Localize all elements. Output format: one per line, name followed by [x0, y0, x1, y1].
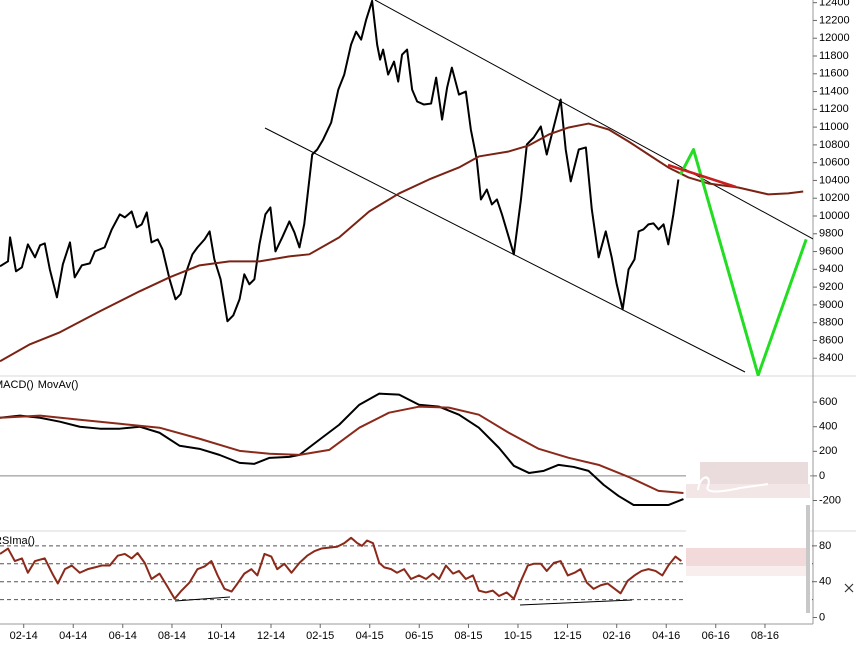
- panels: [0, 0, 813, 601]
- x-tick-label: 10-15: [504, 630, 532, 642]
- blur-patch: [686, 566, 810, 576]
- trend-channel: [264, 0, 813, 373]
- panel: [0, 536, 813, 601]
- x-tick-label: 02-14: [10, 630, 38, 642]
- y-tick-label: 9200: [819, 281, 843, 293]
- y-tick-label: 11000: [819, 121, 849, 133]
- legend-entry: RSIma(): [0, 535, 35, 547]
- divergence-line: [174, 596, 231, 602]
- y-tick-label: 11400: [819, 85, 849, 97]
- series-line: [0, 122, 804, 363]
- panel: [0, 392, 813, 507]
- x-tick-label: 02-15: [306, 630, 334, 642]
- annotation: [667, 163, 737, 189]
- y-tick-label: 9800: [819, 228, 843, 240]
- series-line: [0, 392, 684, 507]
- y-tick-label: 200: [819, 445, 837, 457]
- close-icon: [844, 583, 854, 593]
- y-tick-label: 12000: [819, 32, 850, 44]
- y-tick-label: 9600: [819, 245, 843, 257]
- panel: [0, 0, 808, 376]
- y-tick-label: 10400: [819, 174, 850, 186]
- x-tick-label: 06-14: [109, 630, 137, 642]
- x-tick-label: 10-14: [207, 630, 235, 642]
- blur-patch: [700, 462, 808, 484]
- divergence-line: [519, 599, 633, 606]
- series-line: [0, 405, 684, 494]
- y-tick-label: 10800: [819, 139, 850, 151]
- x-tick-label: 08-14: [158, 630, 186, 642]
- red-annotation: [667, 163, 737, 189]
- legend-entry: MovAv(): [38, 379, 79, 391]
- divergence-lines: [174, 596, 633, 606]
- y-tick-label: 10000: [819, 210, 850, 222]
- y-tick-label: 80: [819, 540, 831, 552]
- x-tick-label: 04-16: [652, 630, 680, 642]
- obscured-region: [686, 462, 810, 614]
- y-tick-label: 11600: [819, 68, 849, 80]
- y-tick-label: 11800: [819, 50, 849, 62]
- y-tick-label: 10600: [819, 157, 850, 169]
- scribble: [697, 476, 769, 493]
- channel-lower: [264, 127, 746, 373]
- x-tick-label: 12-14: [257, 630, 285, 642]
- y-tick-label: 11200: [819, 103, 849, 115]
- x-tick-label: 04-15: [356, 630, 384, 642]
- y-tick-label: 600: [819, 396, 837, 408]
- x-tick-label: 06-15: [405, 630, 433, 642]
- blur-patch: [806, 505, 810, 613]
- y-tick-label: 8600: [819, 334, 843, 346]
- series-line: [0, 536, 682, 600]
- y-tick-label: 400: [819, 421, 837, 433]
- x-tick-label: 04-14: [59, 630, 87, 642]
- y-tick-label: 10200: [819, 192, 850, 204]
- legend-entry: MACD(): [0, 379, 34, 391]
- y-tick-label: -200: [819, 494, 841, 506]
- channel-upper: [374, 0, 813, 240]
- y-tick-label: 8800: [819, 317, 843, 329]
- x-tick-label: 08-15: [454, 630, 482, 642]
- x-tick-label: 06-16: [702, 630, 730, 642]
- y-tick-label: 9400: [819, 263, 843, 275]
- y-tick-label: 12200: [819, 14, 850, 26]
- series-line: [0, 0, 680, 323]
- y-tick-label: 9000: [819, 299, 843, 311]
- blur-patch: [686, 484, 810, 498]
- x-tick-label: 12-15: [553, 630, 581, 642]
- y-tick-label: 0: [819, 611, 825, 623]
- y-tick-label: 0: [819, 470, 825, 482]
- x-tick-label: 08-16: [751, 630, 779, 642]
- blur-patch: [686, 548, 810, 566]
- y-tick-label: 12400: [819, 0, 850, 9]
- x-tick-label: 02-16: [603, 630, 631, 642]
- y-tick-label: 40: [819, 576, 831, 588]
- y-tick-label: 8400: [819, 352, 843, 364]
- series-line: [679, 148, 808, 376]
